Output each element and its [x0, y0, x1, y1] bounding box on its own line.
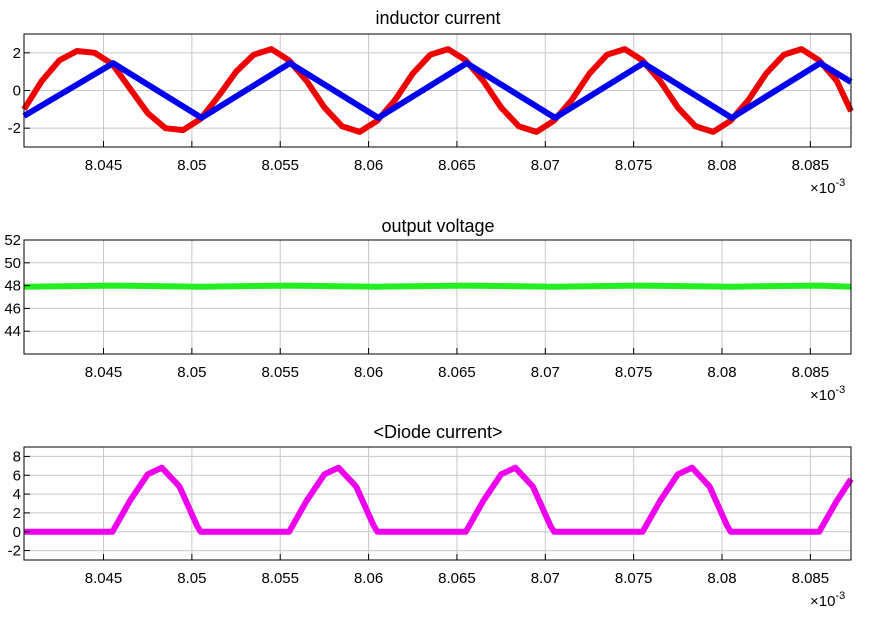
- x-tick-label: 8.045: [85, 157, 123, 174]
- x-tick-label: 8.055: [261, 570, 299, 587]
- x-tick-label: 8.085: [792, 364, 830, 381]
- x-tick-label: 8.085: [792, 570, 830, 587]
- y-tick-label: 0: [13, 524, 21, 541]
- y-tick-label: 44: [4, 323, 21, 340]
- y-tick-label: 8: [13, 448, 21, 465]
- x-scale-factor: ×10-3: [810, 590, 845, 610]
- chart-title: inductor current: [375, 8, 500, 28]
- x-tick-label: 8.08: [707, 570, 736, 587]
- tick-labels: 8.045 8.05 8.055 8.06 8.065 8.07 8.075 8.08 8.08…: [8, 45, 829, 174]
- y-tick-label: 6: [13, 467, 21, 484]
- x-tick-label: 8.06: [354, 364, 383, 381]
- series-line: [23, 282, 852, 290]
- x-tick-label: 8.075: [615, 364, 653, 381]
- y-tick-label: 52: [4, 232, 21, 249]
- x-tick-label: 8.05: [177, 157, 206, 174]
- x-tick-label: 8.045: [85, 364, 123, 381]
- x-tick-label: 8.045: [85, 570, 123, 587]
- y-tick-label: 2: [13, 505, 21, 522]
- series-layer: [23, 282, 852, 290]
- series-layer: [24, 464, 854, 535]
- x-scale-factor: ×10-3: [810, 177, 845, 197]
- x-tick-label: 8.08: [707, 364, 736, 381]
- x-tick-label: 8.06: [354, 157, 383, 174]
- y-tick-label: -2: [8, 543, 21, 560]
- grid: [24, 239, 851, 354]
- x-tick-label: 8.055: [261, 364, 299, 381]
- tick-labels: 8.045 8.05 8.055 8.06 8.065 8.07 8.075 8.08 8.08…: [4, 232, 829, 381]
- x-tick-label: 8.07: [531, 570, 560, 587]
- x-tick-label: 8.07: [531, 157, 560, 174]
- x-tick-label: 8.05: [177, 364, 206, 381]
- x-tick-label: 8.07: [531, 364, 560, 381]
- x-tick-label: 8.05: [177, 570, 206, 587]
- y-tick-label: 4: [13, 486, 21, 503]
- x-tick-label: 8.055: [261, 157, 299, 174]
- x-tick-label: 8.065: [438, 364, 476, 381]
- series-line: [21, 46, 854, 135]
- x-tick-label: 8.06: [354, 570, 383, 587]
- grid: [24, 447, 851, 560]
- tick-labels: 8.045 8.05 8.055 8.06 8.065 8.07 8.075 8.08 8.08…: [8, 448, 829, 587]
- series-line: [24, 464, 854, 535]
- y-tick-label: 46: [4, 300, 21, 317]
- panel-output-voltage: output voltage 8.045 8.05 8.055 8.06 8.065 8.…: [4, 216, 852, 404]
- chart-title: output voltage: [381, 216, 494, 236]
- y-tick-label: 0: [13, 83, 21, 100]
- x-tick-label: 8.065: [438, 570, 476, 587]
- panel-diode-current: <Diode current> 8.045 8.05 8.055 8.06 8.065 8…: [8, 422, 854, 610]
- x-tick-label: 8.08: [707, 157, 736, 174]
- x-tick-label: 8.085: [792, 157, 830, 174]
- chart-title: <Diode current>: [373, 422, 502, 442]
- x-tick-label: 8.065: [438, 157, 476, 174]
- series-line: [22, 60, 853, 121]
- plot-frame: [23, 239, 852, 355]
- x-tick-label: 8.075: [615, 157, 653, 174]
- y-tick-label: 48: [4, 278, 21, 295]
- series-layer: [21, 46, 854, 135]
- x-tick-label: 8.075: [615, 570, 653, 587]
- y-tick-label: 50: [4, 255, 21, 272]
- plot-frame: [23, 446, 852, 561]
- x-scale-factor: ×10-3: [810, 384, 845, 404]
- panel-inductor-current: inductor current 8.045 8.05 8.055 8.06 8.065…: [8, 8, 854, 197]
- y-tick-label: -2: [8, 120, 21, 137]
- y-tick-label: 2: [13, 45, 21, 62]
